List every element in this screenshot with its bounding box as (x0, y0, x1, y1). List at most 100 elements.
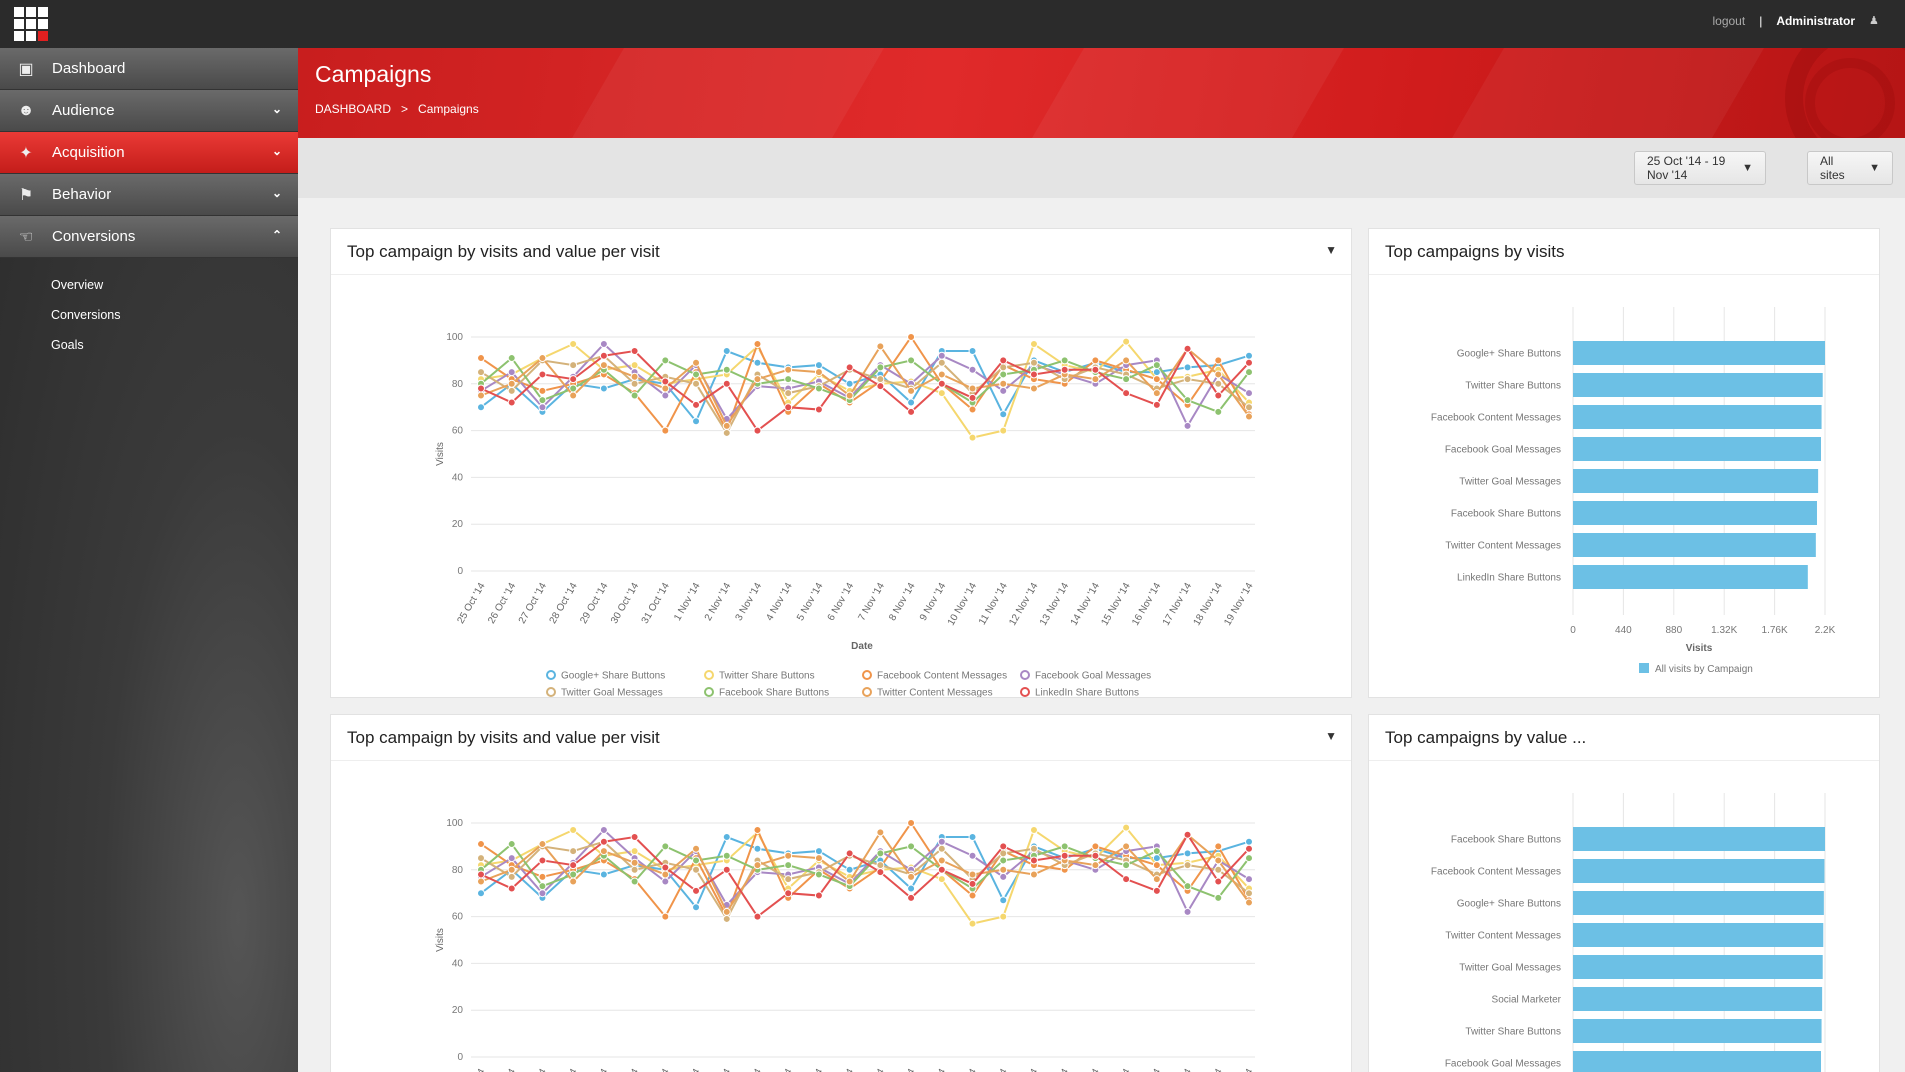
line-chart-panel: Top campaign by visits and value per vis… (330, 714, 1352, 1072)
sidebar-item-acquisition[interactable]: ✦ Acquisition ⌄ (0, 132, 298, 174)
x-tick-label: 27 Oct '14 (517, 1067, 549, 1072)
x-tick-label: 2 Nov '14 (703, 1067, 734, 1072)
data-point (999, 865, 1008, 874)
submenu-item-overview[interactable]: Overview (51, 278, 104, 292)
data-point (753, 426, 762, 435)
data-point (477, 840, 485, 849)
data-point (907, 407, 916, 416)
data-point (814, 405, 823, 414)
data-point (968, 347, 977, 356)
data-point (1152, 389, 1161, 398)
data-point (784, 389, 793, 398)
data-point (661, 842, 670, 851)
bar-chart: Google+ Share Buttons Twitter Share Butto… (1431, 307, 1836, 675)
data-point (999, 856, 1008, 865)
panel-menu-icon[interactable]: ▼ (1325, 243, 1337, 257)
data-point (692, 886, 701, 895)
logout-link[interactable]: logout (1712, 14, 1746, 28)
users-icon: ☻ (17, 101, 35, 119)
data-point (599, 340, 608, 349)
x-tick-label: 11 Nov '14 (977, 1067, 1010, 1072)
series-line (480, 344, 1250, 428)
data-point (661, 912, 670, 921)
panel-menu-icon[interactable]: ▼ (1325, 729, 1337, 743)
x-tick-label: 15 Nov '14 (1099, 581, 1132, 628)
x-tick-label: 16 Nov '14 (1130, 581, 1163, 628)
user-name[interactable]: Administrator (1776, 14, 1855, 28)
page-header: Campaigns DASHBOARD > Campaigns (298, 48, 1905, 138)
sidebar-item-behavior[interactable]: ⚑ Behavior ⌄ (0, 174, 298, 216)
series-line (480, 349, 1250, 424)
data-point (569, 384, 578, 393)
data-point (999, 379, 1008, 388)
x-tick-label: 9 Nov '14 (918, 1067, 949, 1072)
breadcrumb-home[interactable]: DASHBOARD (315, 102, 392, 116)
data-point (661, 877, 670, 886)
data-point (507, 368, 516, 377)
data-point (569, 877, 578, 886)
panel-title: Top campaigns by visits (1385, 242, 1565, 261)
data-point (1152, 886, 1161, 895)
sidebar-item-conversions[interactable]: ☜ Conversions ⌃ (0, 216, 298, 258)
breadcrumb: DASHBOARD > Campaigns (315, 102, 479, 116)
data-point (968, 393, 977, 402)
category-label: Twitter Content Messages (1445, 541, 1561, 552)
x-tick-label: 6 Nov '14 (826, 1067, 857, 1072)
panel-header: Top campaigns by visits (1369, 229, 1879, 275)
data-point (477, 368, 485, 377)
data-point (1122, 842, 1131, 851)
data-point (907, 398, 916, 407)
category-label: Google+ Share Buttons (1457, 899, 1561, 910)
data-point (599, 361, 608, 370)
line-chart-panel: Top campaign by visits and value per vis… (330, 228, 1352, 698)
data-point (937, 370, 946, 379)
data-point (907, 386, 916, 395)
y-tick-label: 80 (452, 379, 464, 390)
data-point (1245, 854, 1253, 863)
data-point (630, 877, 639, 886)
data-point (814, 870, 823, 879)
x-tick-label: 17 Nov '14 (1161, 581, 1194, 628)
x-tick-label: 3 Nov '14 (734, 1067, 765, 1072)
data-point (968, 384, 977, 393)
data-point (876, 342, 885, 351)
date-range-dropdown[interactable]: 25 Oct '14 - 19 Nov '14 ▼ (1634, 151, 1766, 185)
category-label: Twitter Goal Messages (1459, 963, 1561, 974)
data-point (538, 840, 547, 849)
x-tick-label: 19 Nov '14 (1222, 581, 1255, 628)
category-label: Twitter Content Messages (1445, 931, 1561, 942)
chevron-down-icon: ⌄ (271, 144, 282, 158)
panel-title: Top campaigns by value ... (1385, 728, 1587, 747)
bar (1573, 533, 1816, 557)
series-line (480, 840, 1250, 921)
sites-dropdown[interactable]: All sites ▼ (1807, 151, 1893, 185)
data-point (1091, 851, 1100, 860)
bar (1573, 859, 1825, 883)
data-point (999, 363, 1008, 372)
data-point (477, 391, 485, 400)
sidebar-item-label: Dashboard (52, 60, 126, 77)
x-tick-label: 14 Nov '14 (1069, 1067, 1102, 1072)
page-title: Campaigns (315, 61, 432, 87)
legend-label: LinkedIn Share Buttons (1035, 688, 1139, 698)
user-icon[interactable]: ♟ (1869, 15, 1879, 27)
data-point (999, 849, 1008, 858)
data-point (1029, 384, 1038, 393)
x-tick-label: 440 (1615, 625, 1632, 636)
touch-icon: ☜ (18, 228, 34, 246)
x-tick-label: 5 Nov '14 (795, 581, 826, 623)
category-label: Twitter Share Buttons (1465, 1027, 1561, 1038)
data-point (477, 889, 485, 898)
data-point (968, 879, 977, 888)
bar (1573, 437, 1821, 461)
sidebar-item-label: Acquisition (52, 144, 125, 161)
submenu-item-goals[interactable]: Goals (51, 338, 84, 352)
app-logo[interactable] (14, 7, 48, 41)
data-point (630, 833, 639, 842)
data-point (784, 375, 793, 384)
data-point (845, 391, 854, 400)
sidebar-item-dashboard[interactable]: ▣ Dashboard (0, 48, 298, 90)
sidebar-item-audience[interactable]: ☻ Audience ⌄ (0, 90, 298, 132)
submenu-item-conversions[interactable]: Conversions (51, 308, 121, 322)
